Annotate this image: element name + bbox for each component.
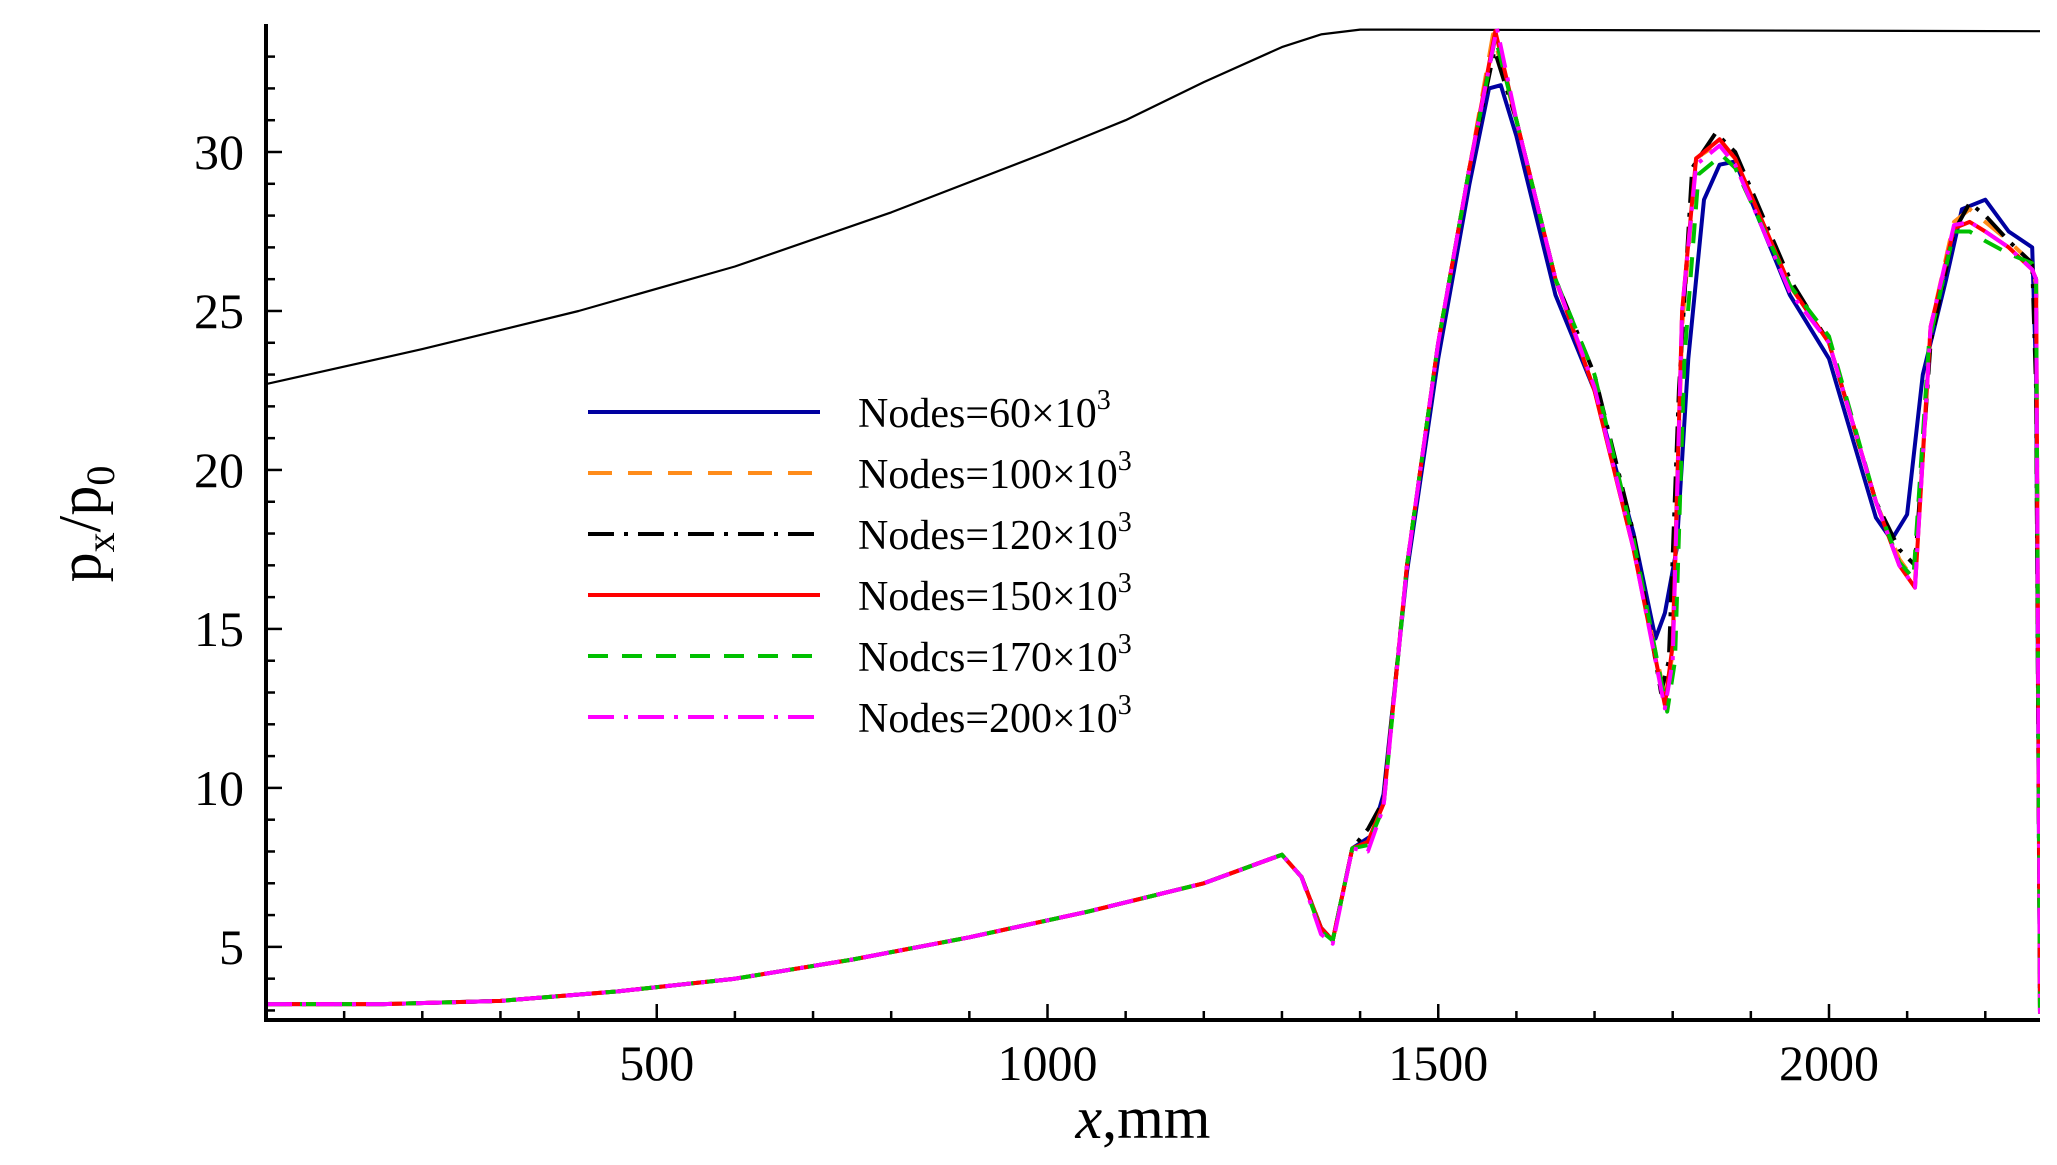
series-line-6 <box>266 26 2040 1014</box>
legend-label-text: Nodes=200×10 <box>858 696 1118 742</box>
x-tick-label: 500 <box>619 1035 694 1091</box>
axes-layer: 500 1000 1500 2000 5 10 15 20 25 30 <box>194 24 2040 1091</box>
legend-label-exponent: 3 <box>1118 507 1132 538</box>
series-line-4 <box>266 29 2040 1014</box>
y-axis-title-part: p <box>47 552 113 582</box>
legend-label-exponent: 3 <box>1118 446 1132 477</box>
y-tick-label: 20 <box>194 442 244 498</box>
legend-label-text: Nodcs=170×10 <box>858 635 1118 681</box>
y-axis-title: px/p0 <box>47 466 123 583</box>
legend-label-text: Nodes=150×10 <box>858 574 1118 620</box>
legend-label-exponent: 3 <box>1118 690 1132 721</box>
y-axis-title-part: 0 <box>78 466 123 486</box>
series-line-2 <box>266 32 2040 1014</box>
y-tick-label: 10 <box>194 760 244 816</box>
legend-label-exponent: 3 <box>1118 568 1132 599</box>
x-axis-title-var: x <box>1075 1085 1103 1151</box>
y-tick-label: 5 <box>219 919 244 975</box>
x-tick-label: 2000 <box>1779 1035 1879 1091</box>
x-axis-title: x,mm <box>1075 1085 1211 1151</box>
legend: Nodes=60×103Nodes=100×103Nodes=120×103No… <box>588 385 1132 742</box>
legend-label-text: Nodes=100×10 <box>858 452 1118 498</box>
x-tick-label: 1500 <box>1388 1035 1488 1091</box>
legend-label-5: Nodcs=170×103 <box>858 629 1132 681</box>
y-tick-label: 15 <box>194 601 244 657</box>
legend-label-2: Nodes=100×103 <box>858 446 1132 498</box>
plot-layer <box>266 26 2040 1014</box>
x-tick-label: 1000 <box>997 1035 1097 1091</box>
y-axis-title-part: p <box>47 486 113 516</box>
legend-label-4: Nodes=150×103 <box>858 568 1132 620</box>
profile-line <box>266 28 2040 386</box>
y-tick-label: 30 <box>194 124 244 180</box>
series-line-3 <box>266 48 2040 1014</box>
legend-label-exponent: 3 <box>1097 385 1111 416</box>
y-axis-title-part: x <box>78 532 123 552</box>
legend-label-1: Nodes=60×103 <box>858 385 1111 437</box>
y-axis-title-part: / <box>47 515 113 532</box>
legend-label-6: Nodes=200×103 <box>858 690 1132 742</box>
x-axis-title-unit: ,mm <box>1102 1085 1210 1151</box>
legend-label-text: Nodes=60×10 <box>858 391 1097 437</box>
legend-label-exponent: 3 <box>1118 629 1132 660</box>
series-line-5 <box>266 35 2040 1014</box>
y-tick-label: 25 <box>194 283 244 339</box>
series-line-1 <box>266 83 2040 1014</box>
legend-label-text: Nodes=120×10 <box>858 513 1118 559</box>
legend-label-3: Nodes=120×103 <box>858 507 1132 559</box>
